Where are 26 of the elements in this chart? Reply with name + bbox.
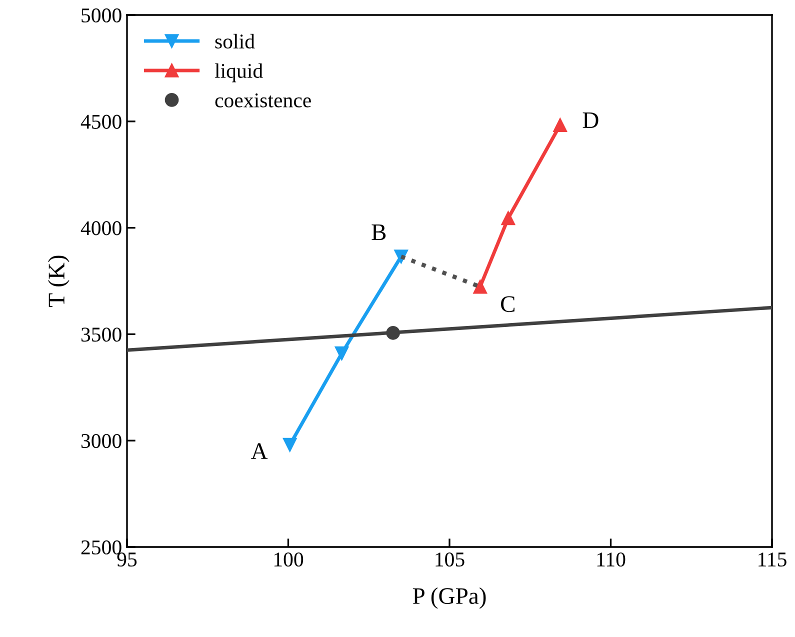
point [282, 438, 297, 452]
y-tick-label: 4500 [80, 114, 122, 129]
point [386, 326, 400, 340]
annotation: A [251, 443, 268, 459]
annotation: B [372, 224, 386, 240]
y-axis-title: T (K) [48, 256, 70, 307]
x-tick-label: 105 [436, 552, 464, 567]
y-tick-label: 3000 [81, 434, 122, 448]
y-tick-label: 3500 [81, 328, 122, 342]
legend-label: coexistence [215, 93, 311, 108]
x-axis-title: P (GPa) [412, 587, 486, 609]
legend-label: solid [215, 34, 255, 49]
y-tick-label: 5000 [82, 8, 122, 22]
x-tick-label: 110 [597, 552, 626, 567]
x-tick-label: 95 [117, 552, 137, 567]
annotation: D [582, 112, 598, 128]
point [334, 346, 349, 360]
legend-label: liquid [214, 63, 263, 82]
y-tick-label: 4000 [80, 221, 122, 236]
point [501, 211, 516, 226]
annotation: C [501, 296, 514, 312]
x-tick-label: 115 [758, 552, 786, 567]
x-tick-label: 100 [274, 552, 304, 567]
point [473, 280, 488, 294]
point [553, 118, 568, 132]
y-tick-label: 2500 [81, 540, 122, 554]
